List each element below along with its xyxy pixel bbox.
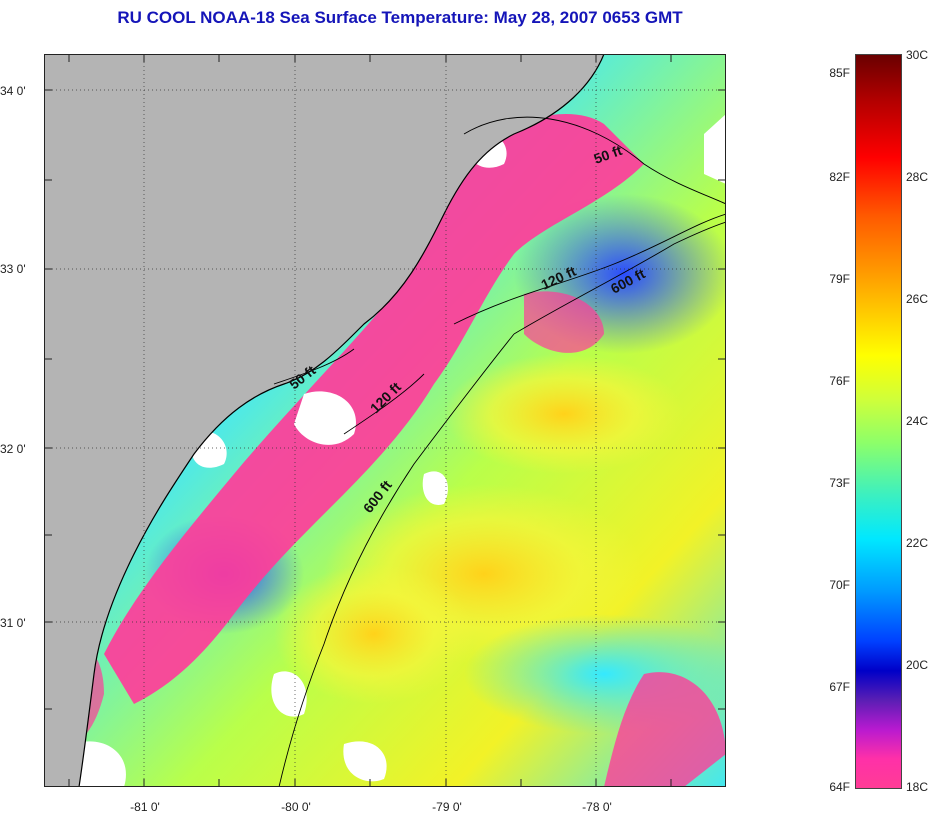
colorbar-label-26c: 26C bbox=[906, 292, 929, 306]
colorbar-label-70f: 70F bbox=[829, 578, 850, 592]
isobath-600ft-north bbox=[513, 221, 727, 335]
colorbar-label-73f: 73F bbox=[829, 476, 850, 490]
colorbar-label-85f: 85F bbox=[829, 66, 850, 80]
latitude-label-31: 31 0' bbox=[0, 616, 26, 630]
warm-water-patch-2 bbox=[444, 354, 684, 474]
isobath-120ft-south bbox=[343, 373, 425, 435]
land-mass bbox=[44, 54, 604, 787]
sea-surface-temperature-map[interactable]: 50 ft 120 ft 600 ft 50 ft 120 ft 600 ft bbox=[44, 53, 744, 788]
colorbar-label-79f: 79F bbox=[829, 272, 850, 286]
coastline bbox=[78, 53, 605, 788]
longitude-label-80: -80 0' bbox=[281, 800, 311, 814]
cold-patch-southeast bbox=[604, 672, 726, 787]
colorbar-label-18c: 18C bbox=[906, 780, 929, 794]
isobath-120ft-north bbox=[453, 213, 727, 325]
axis-ticks bbox=[44, 54, 726, 787]
longitude-label-79: -79 0' bbox=[432, 800, 462, 814]
colorbar-label-20c: 20C bbox=[906, 658, 929, 672]
longitude-label-78: -78 0' bbox=[582, 800, 612, 814]
colorbar-label-76f: 76F bbox=[829, 374, 850, 388]
map-frame bbox=[44, 54, 726, 787]
temperature-colorbar bbox=[855, 54, 902, 789]
map-canvas: 50 ft 120 ft 600 ft 50 ft 120 ft 600 ft bbox=[44, 53, 744, 788]
map-title: RU COOL NOAA-18 Sea Surface Temperature:… bbox=[117, 8, 683, 27]
isobath-50ft-north bbox=[463, 116, 727, 205]
colorbar-label-22c: 22C bbox=[906, 536, 929, 550]
graticule bbox=[44, 54, 726, 787]
cold-patch bbox=[524, 291, 604, 353]
colorbar-label-67f: 67F bbox=[829, 680, 850, 694]
isobath-50ft-south bbox=[273, 348, 355, 385]
latitude-label-34: 34 0' bbox=[0, 84, 26, 98]
isobath-600ft-south bbox=[278, 333, 515, 788]
longitude-label-81: -81 0' bbox=[130, 800, 160, 814]
colorbar-label-82f: 82F bbox=[829, 170, 850, 184]
warm-water-patch-3 bbox=[274, 564, 474, 704]
colorbar-label-28c: 28C bbox=[906, 170, 929, 184]
cold-nearshore-band bbox=[104, 114, 644, 704]
colorbar-label-24c: 24C bbox=[906, 414, 929, 428]
colorbar-label-30c: 30C bbox=[906, 48, 929, 62]
latitude-label-33: 33 0' bbox=[0, 262, 26, 276]
latitude-label-32: 32 0' bbox=[0, 442, 26, 456]
colorbar-label-64f: 64F bbox=[829, 780, 850, 794]
